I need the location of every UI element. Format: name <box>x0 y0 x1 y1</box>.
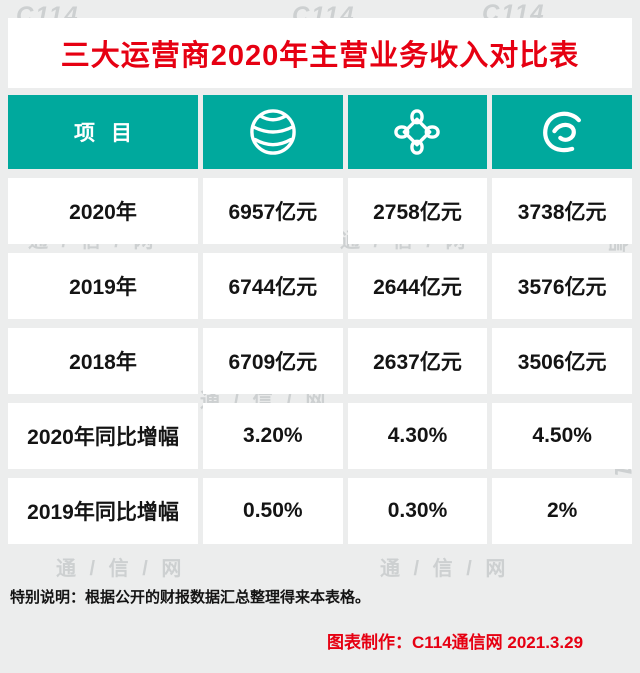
table-cell: 3576亿元 <box>492 253 632 319</box>
header-cell-project: 项目 <box>8 95 198 169</box>
header-cell-china-mobile <box>203 95 343 169</box>
page-title: 三大运营商2020年主营业务收入对比表 <box>60 40 580 72</box>
table-cell: 0.30% <box>347 478 488 544</box>
table-cell: 3506亿元 <box>492 328 632 394</box>
header-cell-china-telecom <box>492 95 632 169</box>
table-cell: 6957亿元 <box>203 178 343 244</box>
table-cell: 2758亿元 <box>347 178 488 244</box>
china-unicom-logo-icon <box>390 105 444 159</box>
header-cell-china-unicom <box>347 95 488 169</box>
row-label: 2019年 <box>8 253 198 319</box>
table-cell: 3738亿元 <box>492 178 632 244</box>
table-cell: 2644亿元 <box>347 253 488 319</box>
table-cell: 4.50% <box>492 403 632 469</box>
table-cell: 2% <box>492 478 632 544</box>
title-card: 三大运营商2020年主营业务收入对比表 <box>8 18 632 88</box>
credit-line: 图表制作：C114通信网 2021.3.29 <box>326 633 584 652</box>
infographic: 三大运营商2020年主营业务收入对比表 项目 <box>8 18 632 652</box>
table-cell: 6744亿元 <box>203 253 343 319</box>
table-cell: 0.50% <box>203 478 343 544</box>
table-cell: 2637亿元 <box>347 328 488 394</box>
header-label: 项目 <box>74 122 148 145</box>
row-label: 2018年 <box>8 328 198 394</box>
row-label: 2020年 <box>8 178 198 244</box>
row-label: 2019年同比增幅 <box>8 478 198 544</box>
row-label: 2020年同比增幅 <box>8 403 198 469</box>
table-cell: 3.20% <box>203 403 343 469</box>
table-cell: 6709亿元 <box>203 328 343 394</box>
china-mobile-logo-icon <box>246 105 300 159</box>
footnote: 特别说明：根据公开的财报数据汇总整理得来本表格。 <box>10 589 371 606</box>
table-cell: 4.30% <box>347 403 488 469</box>
comparison-table: 项目 <box>8 95 632 544</box>
china-telecom-logo-icon <box>535 105 589 159</box>
